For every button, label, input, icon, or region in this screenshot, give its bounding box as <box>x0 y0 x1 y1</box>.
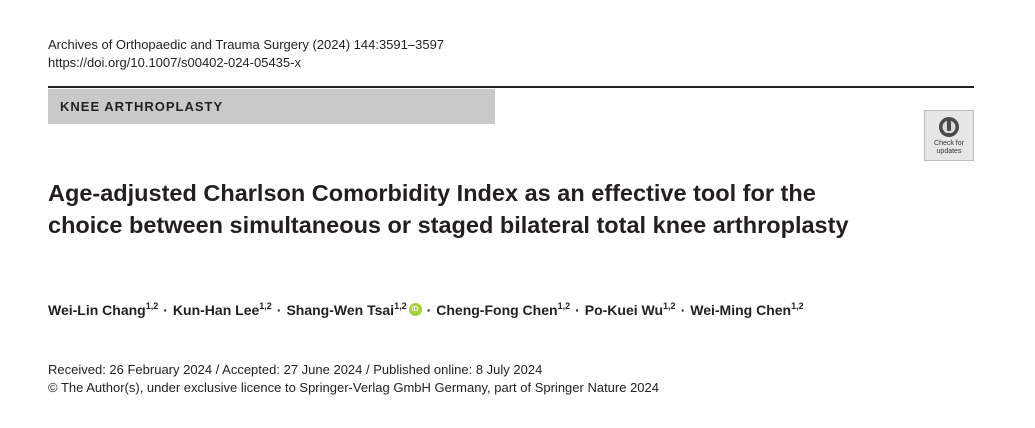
author-name[interactable]: Po-Kuei Wu <box>584 302 664 318</box>
author-affiliation: 1,2 <box>259 301 272 311</box>
author-name[interactable]: Wei-Lin Chang <box>48 302 146 318</box>
section-bar: KNEE ARTHROPLASTY <box>48 89 495 124</box>
author-separator: · <box>163 302 168 318</box>
author-separator: · <box>276 302 282 318</box>
author-name[interactable]: Wei-Ming Chen <box>690 302 792 318</box>
header-rule <box>48 86 974 88</box>
author-affiliation: 1,2 <box>394 301 407 311</box>
orcid-icon[interactable]: iD <box>408 303 422 316</box>
badge-line-2: updates <box>936 147 962 155</box>
author-affiliation: 1,2 <box>557 301 571 311</box>
author-list: Wei-Lin Chang1,2 · Kun-Han Lee1,2 · Shang-We… <box>48 300 804 320</box>
author-separator: · <box>426 302 432 318</box>
copyright-notice: © The Author(s), under exclusive licence… <box>48 380 659 395</box>
article-title: Age-adjusted Charlson Comorbidity Index … <box>48 180 849 238</box>
check-for-updates-icon <box>939 117 959 137</box>
journal-citation: Archives of Orthopaedic and Trauma Surge… <box>48 37 445 52</box>
doi-link[interactable]: https://doi.org/10.1007/s00402-024-05435… <box>48 55 301 70</box>
author-affiliation: 1,2 <box>663 301 676 311</box>
author-name[interactable]: Kun-Han Lee <box>172 302 260 318</box>
author-affiliation: 1,2 <box>145 301 159 311</box>
orcid-label: iD <box>411 306 419 313</box>
author-name[interactable]: Shang-Wen Tsai <box>286 302 395 318</box>
author-separator: · <box>680 302 686 318</box>
author-separator: · <box>575 302 580 318</box>
author-affiliation: 1,2 <box>791 301 804 311</box>
author-name[interactable]: Cheng-Fong Chen <box>436 302 558 318</box>
section-label: KNEE ARTHROPLASTY <box>60 99 224 114</box>
badge-line-1: Check for <box>934 140 964 147</box>
check-for-updates-badge[interactable]: Check for updates <box>924 110 974 161</box>
check-for-updates-text: Check for updates <box>934 140 964 155</box>
publication-dates: Received: 26 February 2024 / Accepted: 2… <box>48 362 543 377</box>
